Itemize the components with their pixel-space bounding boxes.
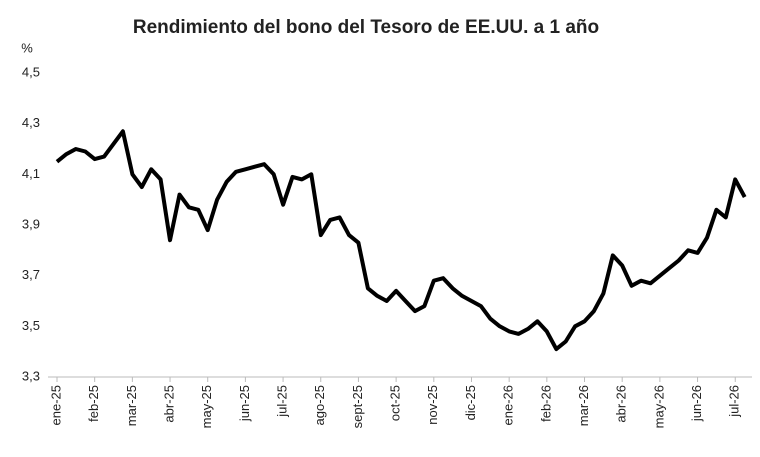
- line: [55, 129, 747, 352]
- x-tick-label: jul-26: [727, 385, 742, 418]
- x-tick-label: abr-26: [614, 385, 629, 423]
- x-tick-label: oct-25: [388, 385, 403, 421]
- x-tick-label: nov-25: [425, 385, 440, 425]
- x-tick-label: mar-26: [576, 385, 591, 426]
- x-tick-label: ene-26: [501, 385, 516, 425]
- y-tick-label: 4,1: [22, 166, 40, 181]
- x-tick-label: jun-26: [689, 385, 704, 422]
- x-tick-label: feb-25: [86, 385, 101, 422]
- y-tick-label: 3,3: [22, 368, 40, 383]
- x-tick-label: may-25: [199, 385, 214, 428]
- x-tick-label: mar-25: [124, 385, 139, 426]
- y-tick-label: 3,7: [22, 267, 40, 282]
- x-tick-label: may-26: [651, 385, 666, 428]
- y-tick-label: 4,3: [22, 115, 40, 130]
- x-tick-label: abr-25: [161, 385, 176, 423]
- y-tick-label: 4,5: [22, 64, 40, 79]
- y-tick-label: 3,9: [22, 216, 40, 231]
- y-tick-label: 3,5: [22, 318, 40, 333]
- x-tick-label: feb-26: [538, 385, 553, 422]
- x-tick-label: jul-25: [275, 385, 290, 418]
- x-tick-label: sept-25: [350, 385, 365, 428]
- y-axis-label: %: [21, 40, 33, 55]
- chart-title: Rendimiento del bono del Tesoro de EE.UU…: [133, 17, 599, 38]
- x-tick-label: ago-25: [312, 385, 327, 425]
- x-tick-label: ene-25: [48, 385, 63, 425]
- x-tick-label: jun-25: [237, 385, 252, 422]
- x-tick-label: dic-25: [463, 385, 478, 420]
